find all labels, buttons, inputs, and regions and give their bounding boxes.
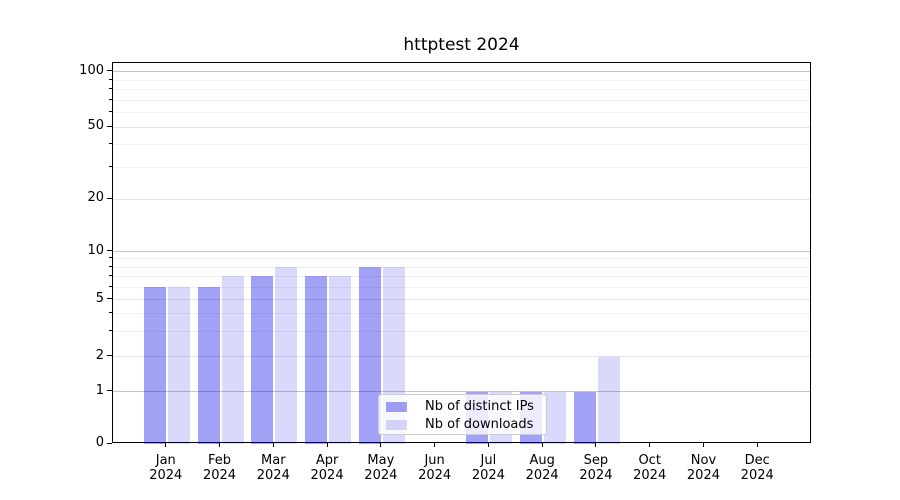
legend-swatch-distinct-ips (386, 402, 407, 412)
y-tick (107, 442, 112, 444)
bar-downloads-aug (544, 391, 567, 444)
legend-item-distinct-ips: Nb of distinct IPs (379, 398, 546, 416)
x-tick (649, 443, 651, 447)
bar-distinct-ips-feb (197, 287, 220, 444)
y-tick (107, 250, 112, 252)
y-gridline-minor (113, 89, 810, 91)
y-gridline (113, 198, 810, 200)
x-tick (541, 443, 543, 447)
bar-downloads-apr (329, 276, 352, 444)
y-gridline (113, 299, 810, 301)
y-gridline-minor (113, 79, 810, 81)
chart-title: httptest 2024 (403, 35, 520, 55)
legend-label-distinct-ips: Nb of distinct IPs (425, 399, 534, 414)
x-tick-label: Jul 2024 (471, 453, 505, 483)
y-tick (107, 70, 112, 72)
y-gridline-minor (113, 331, 810, 333)
y-gridline-minor (113, 144, 810, 146)
y-gridline-minor (113, 286, 810, 288)
y-tick-minor (109, 98, 112, 100)
y-tick-minor (109, 330, 112, 332)
y-tick (107, 197, 112, 199)
y-tick (107, 298, 112, 300)
bar-distinct-ips-sep (573, 391, 596, 444)
y-gridline-minor (113, 313, 810, 315)
y-tick-label: 2 (95, 347, 104, 363)
bar-downloads-feb (221, 276, 244, 444)
y-tick-label: 5 (95, 290, 104, 306)
y-tick (107, 390, 112, 392)
x-tick-label: Feb 2024 (202, 453, 237, 483)
x-tick (272, 443, 274, 447)
y-tick-label: 1 (95, 382, 104, 398)
y-tick (107, 125, 112, 127)
bar-distinct-ips-jan (143, 287, 166, 444)
x-tick-label: Mar 2024 (256, 453, 290, 483)
x-tick-label: Jan 2024 (149, 453, 183, 483)
y-tick-minor (109, 285, 112, 287)
y-tick-minor (109, 257, 112, 259)
y-tick-minor (109, 111, 112, 113)
y-gridline-minor (113, 266, 810, 268)
y-gridline-minor (113, 275, 810, 277)
x-tick (487, 443, 489, 447)
y-tick-label: 50 (87, 118, 104, 133)
x-tick (326, 443, 328, 447)
bar-downloads-mar (275, 267, 298, 444)
y-tick-minor (109, 274, 112, 276)
y-tick-label: 100 (79, 62, 104, 78)
y-tick (107, 355, 112, 357)
y-gridline (113, 71, 810, 73)
x-tick (219, 443, 221, 447)
y-tick-minor (109, 78, 112, 80)
x-tick (595, 443, 597, 447)
y-tick-minor (109, 165, 112, 167)
y-gridline-minor (113, 112, 810, 114)
y-tick-label: 20 (87, 190, 104, 206)
x-tick-label: Aug 2024 (525, 453, 559, 483)
bar-distinct-ips-apr (305, 276, 328, 444)
legend: Nb of distinct IPs Nb of downloads (378, 394, 547, 435)
legend-swatch-downloads (386, 420, 407, 430)
plot-area: Nb of distinct IPs Nb of downloads (112, 62, 811, 444)
bar-downloads-jan (167, 287, 190, 444)
x-tick (165, 443, 167, 447)
x-tick (756, 443, 758, 447)
x-tick-label: Nov 2024 (686, 453, 720, 483)
legend-item-downloads: Nb of downloads (379, 416, 546, 434)
x-tick (380, 443, 382, 447)
y-gridline (113, 251, 810, 253)
y-tick-label: 0 (95, 435, 104, 450)
y-gridline-minor (113, 99, 810, 101)
x-tick (434, 443, 436, 447)
bar-downloads-sep (597, 356, 620, 444)
y-tick-minor (109, 312, 112, 314)
y-gridline (113, 126, 810, 128)
x-tick-label: Sep 2024 (579, 453, 613, 483)
bar-distinct-ips-may (358, 267, 381, 444)
y-gridline-minor (113, 166, 810, 168)
bar-distinct-ips-mar (251, 276, 274, 444)
legend-label-downloads: Nb of downloads (425, 417, 534, 432)
y-tick-label: 10 (87, 242, 104, 258)
x-tick-label: Dec 2024 (740, 453, 774, 483)
x-tick (702, 443, 704, 447)
y-gridline (113, 391, 810, 393)
y-tick-minor (109, 265, 112, 267)
x-tick-label: May 2024 (364, 453, 398, 483)
y-gridline-minor (113, 258, 810, 260)
x-tick-label: Oct 2024 (633, 453, 667, 483)
x-tick-label: Apr 2024 (310, 453, 344, 483)
y-tick-minor (109, 143, 112, 145)
y-tick-minor (109, 88, 112, 90)
x-tick-label: Jun 2024 (418, 453, 452, 483)
y-gridline (113, 356, 810, 358)
